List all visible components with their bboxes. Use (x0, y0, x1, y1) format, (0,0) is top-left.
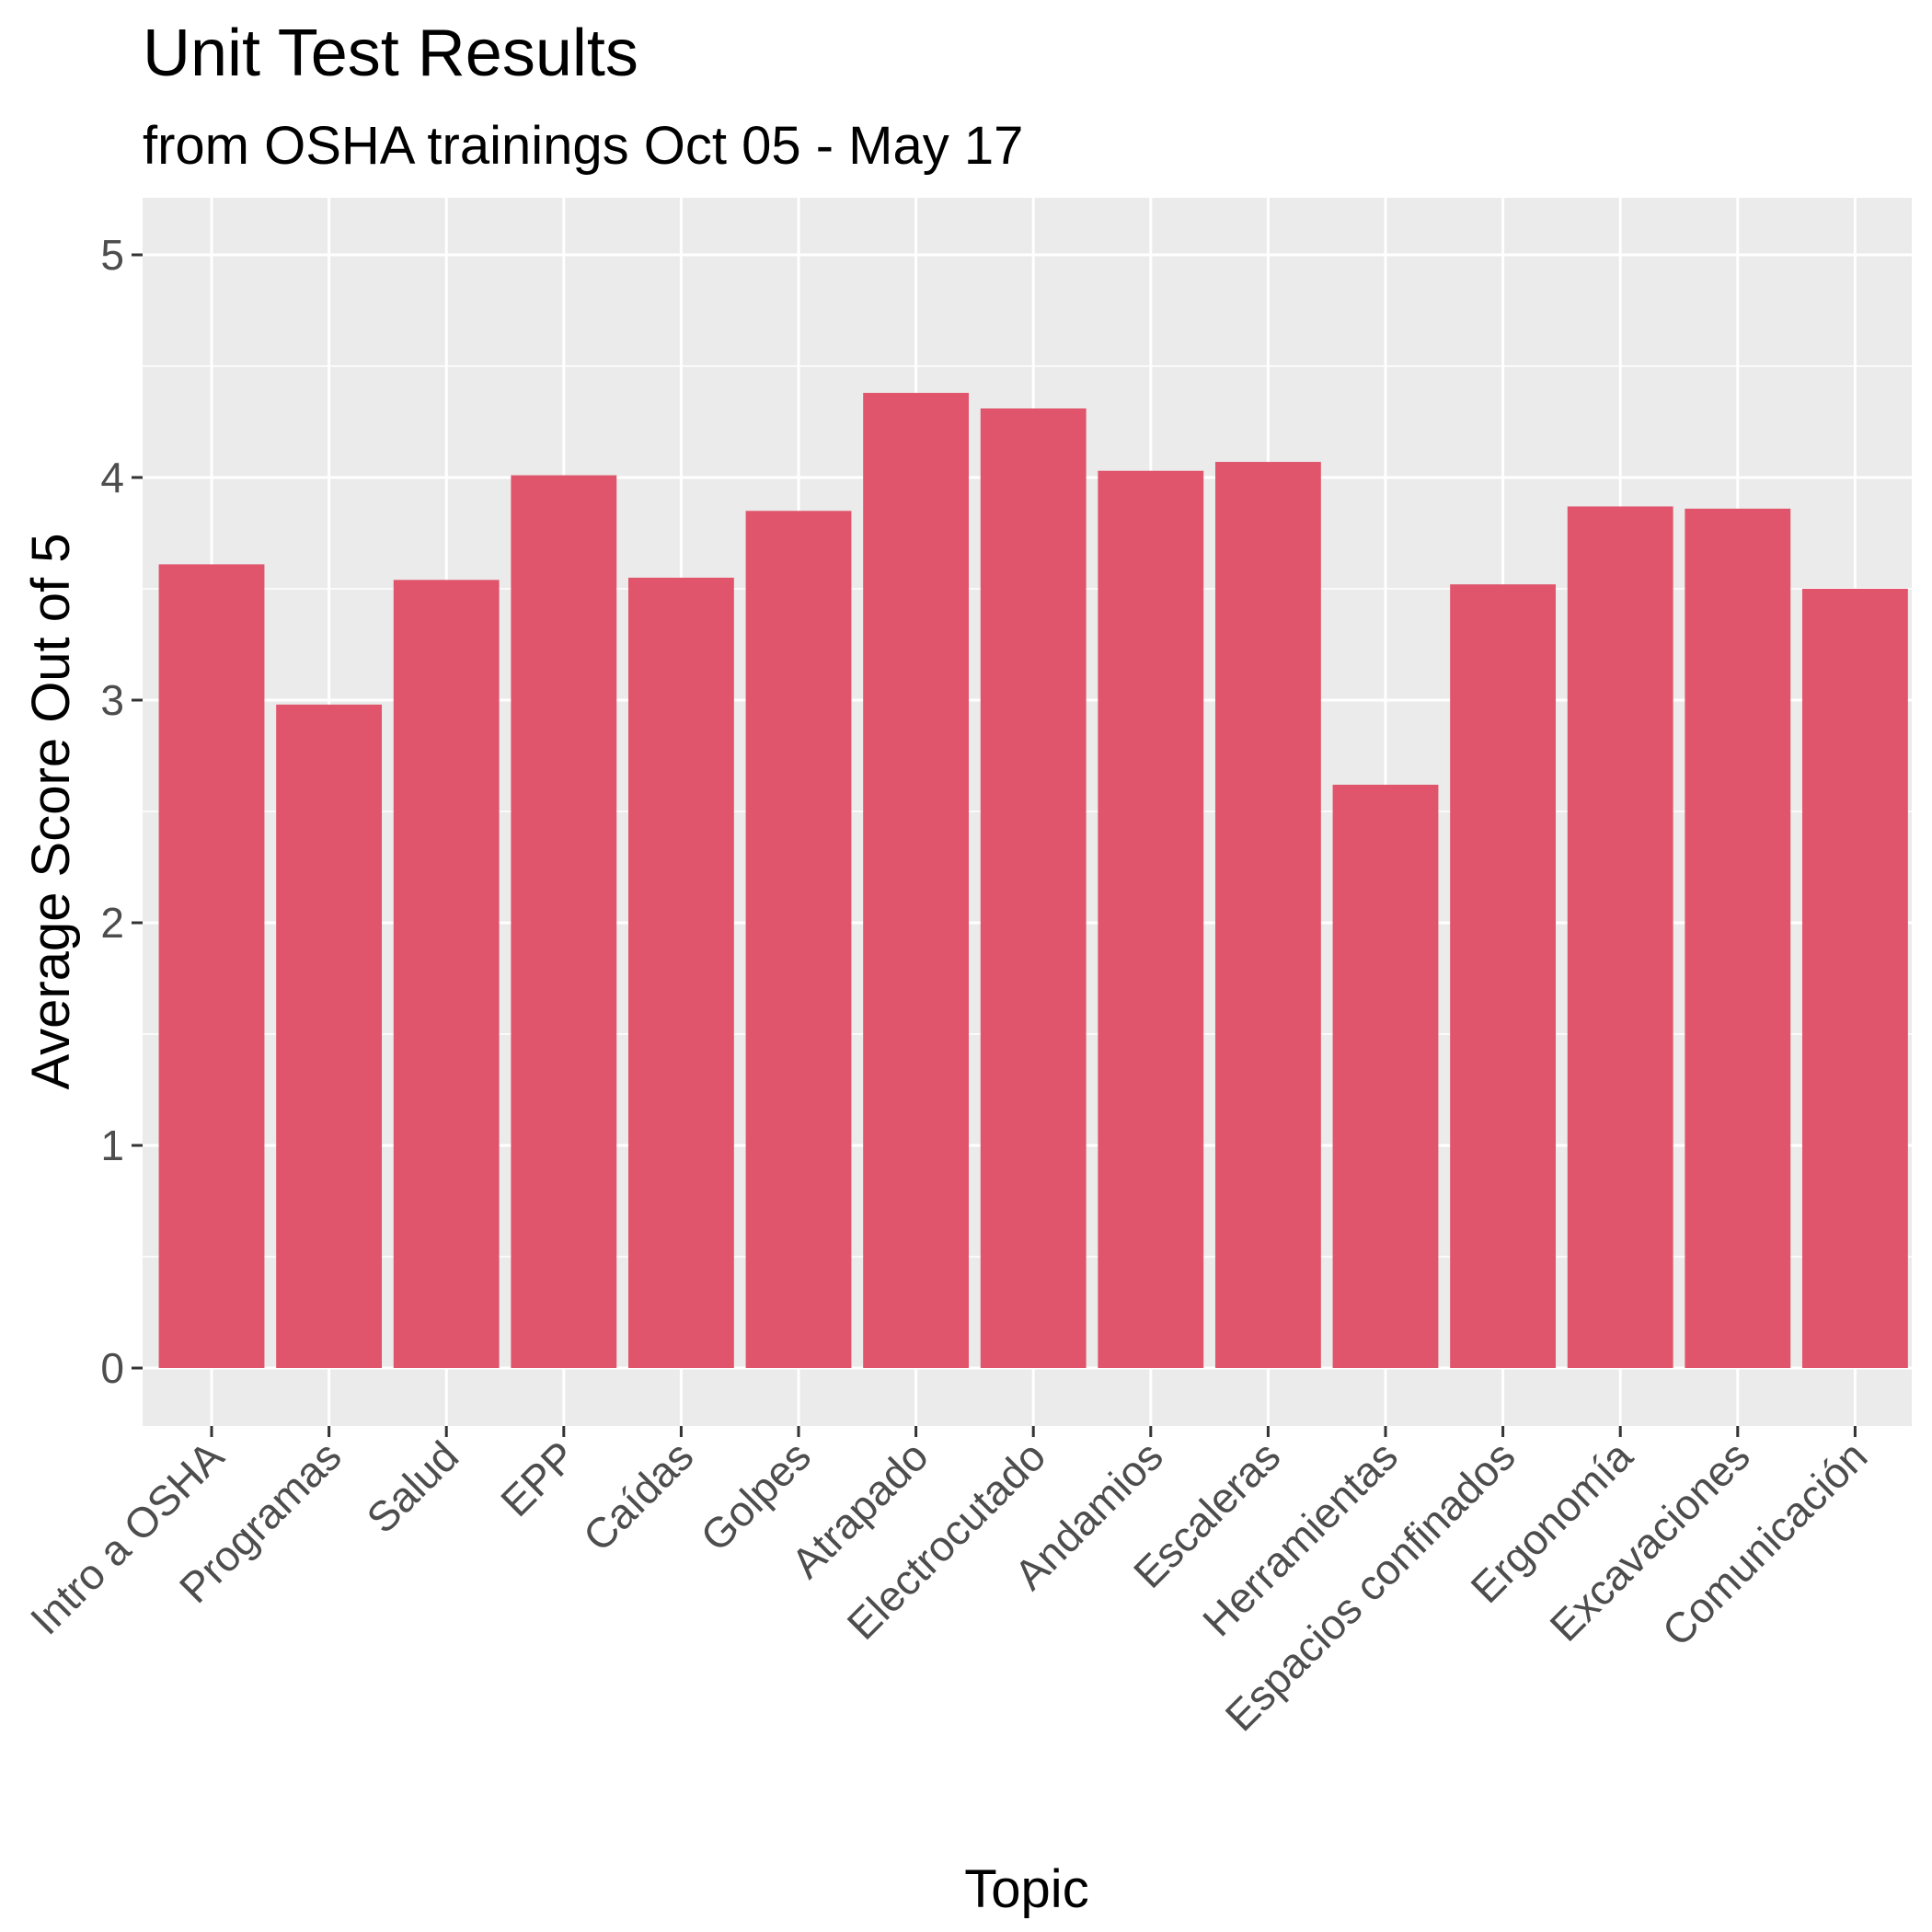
bar (1098, 470, 1204, 1368)
y-tick-label: 1 (100, 1121, 124, 1169)
x-tick-label: Comunicación (1653, 1432, 1877, 1655)
y-tick-label: 0 (100, 1344, 124, 1392)
x-tick-label: Excavaciones (1540, 1432, 1758, 1650)
bar (1801, 589, 1908, 1368)
x-axis-title: Topic (964, 1859, 1088, 1919)
chart-title: Unit Test Results (143, 17, 638, 90)
bars-group (158, 393, 1908, 1369)
bar (276, 704, 383, 1368)
x-tick-label: Intro a OSHA (21, 1432, 233, 1643)
bar (1685, 508, 1791, 1368)
bar (511, 475, 617, 1368)
bar (1567, 506, 1673, 1368)
bar (393, 580, 500, 1368)
y-axis: 0 1 2 3 4 5 (100, 231, 143, 1392)
x-tick-label: Salud (357, 1432, 467, 1542)
y-tick-label: 2 (100, 899, 124, 947)
y-tick-label: 3 (100, 676, 124, 724)
bar (980, 408, 1087, 1369)
y-tick-label: 4 (100, 454, 124, 501)
x-tick-label: EPP (491, 1432, 585, 1525)
bar (1214, 462, 1321, 1368)
bar (745, 511, 852, 1368)
x-tick-label: Caídas (574, 1432, 703, 1560)
chart-subtitle: from OSHA trainings Oct 05 - May 17 (143, 116, 1023, 176)
y-tick-label: 5 (100, 231, 124, 279)
bar (627, 577, 734, 1368)
y-axis-title: Average Score Out of 5 (21, 533, 81, 1089)
bar (1332, 784, 1439, 1368)
bar (158, 564, 265, 1368)
bar (863, 393, 970, 1368)
bar (1450, 584, 1557, 1368)
